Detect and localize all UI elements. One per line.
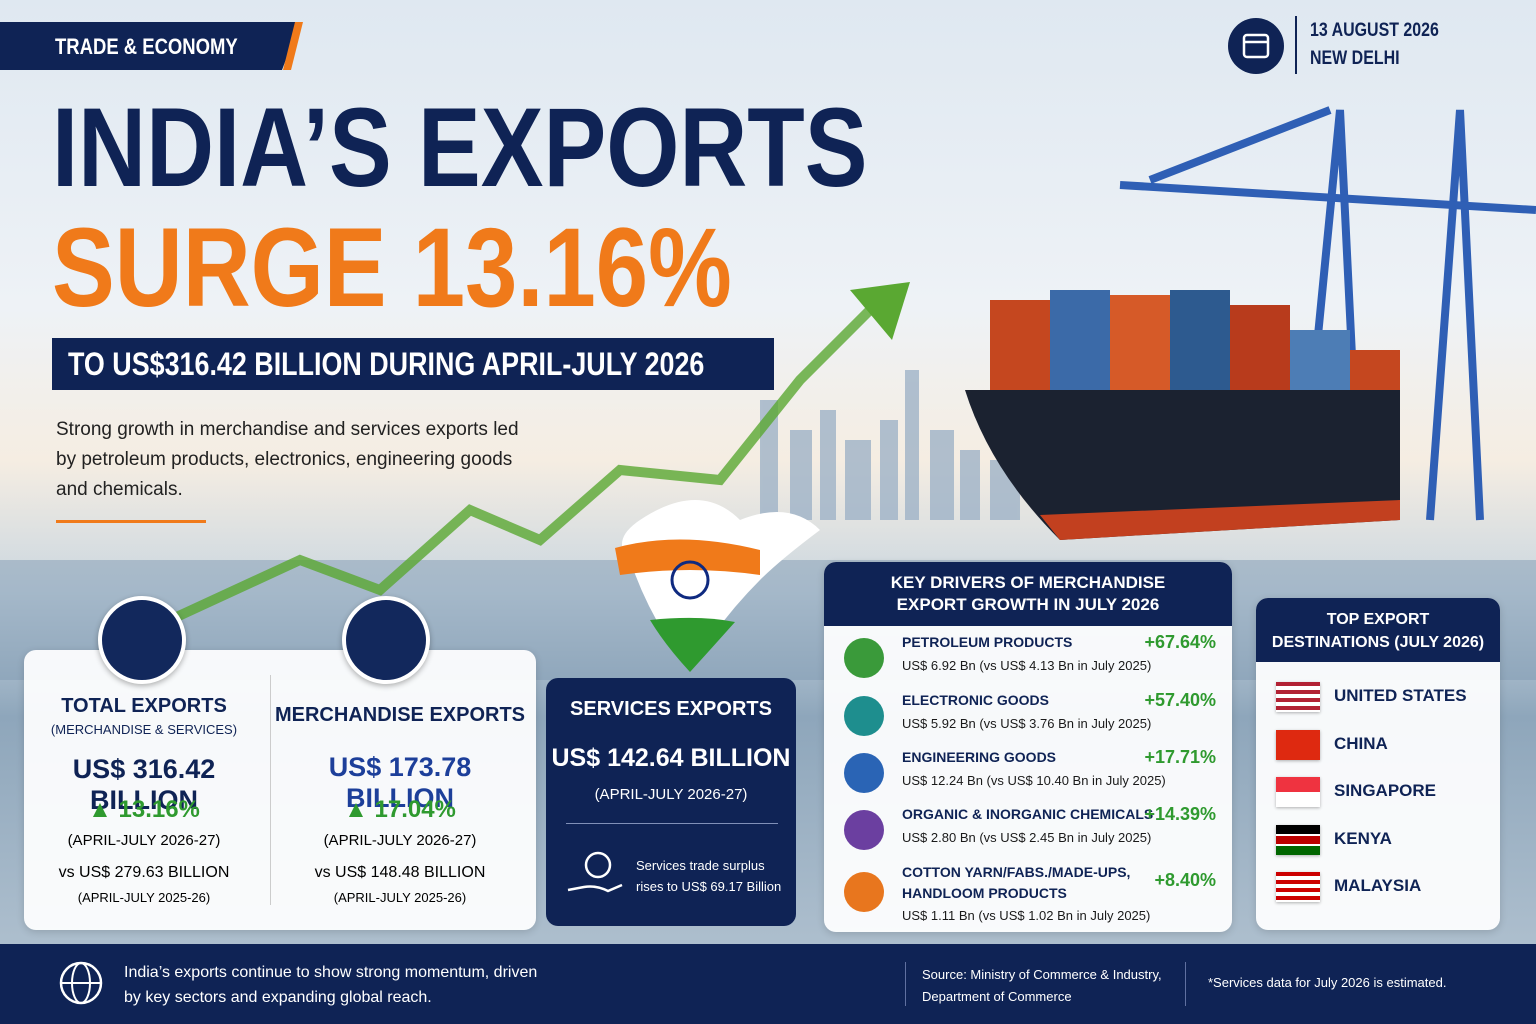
driver-change: +57.40% — [1144, 690, 1216, 710]
driver-row: ORGANIC & INORGANIC CHEMICALS +14.39% US$ … — [844, 804, 1216, 860]
footer-source: Source: Ministry of Commerce & Industry,… — [922, 967, 1162, 1004]
services-divider — [566, 823, 778, 824]
merch-previous: vs US$ 148.48 BILLION — [314, 864, 486, 881]
container-icon — [342, 596, 430, 684]
driver-row: COTTON YARN/FABS./MADE-UPS, HANDLOOM PRO… — [844, 862, 1216, 926]
driver-icon — [844, 872, 884, 912]
merch-period: (APRIL-JULY 2026-27) — [323, 832, 477, 849]
services-value: US$ 142.64 BILLION — [551, 744, 791, 772]
footer-divider — [905, 962, 906, 1006]
driver-name: ELECTRONIC GOODS — [902, 692, 1050, 708]
driver-row: PETROLEUM PRODUCTS +67.64% US$ 6.92 Bn (vs… — [844, 632, 1216, 688]
driver-icon — [844, 696, 884, 736]
total-growth: ▲ 13.16% — [88, 796, 200, 823]
flag — [1276, 682, 1320, 712]
footer — [0, 944, 1536, 1024]
flag — [1276, 730, 1320, 760]
driver-name: ORGANIC & INORGANIC CHEMICALS — [902, 806, 1154, 822]
exports-card — [24, 650, 536, 930]
tag-text: TRADE & ECONOMY — [55, 34, 273, 60]
driver-change: +8.40% — [1154, 870, 1216, 890]
divider — [1295, 16, 1297, 74]
footer-divider — [1185, 962, 1186, 1006]
driver-icon — [844, 638, 884, 678]
globe-icon — [59, 961, 103, 1005]
title-text-1: INDIA’S EXPORTS — [52, 85, 868, 210]
merch-previous-period: (APRIL-JULY 2025-26) — [333, 890, 467, 905]
accent-line — [56, 520, 206, 523]
subtitle: TO US$316.42 BILLION DURING APRIL-JULY 2… — [68, 346, 826, 383]
total-previous: vs US$ 279.63 BILLION — [58, 864, 230, 881]
flag — [1276, 872, 1320, 902]
subtitle-bar — [52, 338, 774, 390]
description: Strong growth in merchandise and service… — [56, 419, 519, 500]
title-line-2: SURGE 13.16% — [52, 212, 861, 324]
total-subtitle: (MERCHANDISE & SERVICES) — [50, 722, 238, 737]
services-note: Services trade surplus rises to US$ 69.1… — [636, 858, 782, 894]
total-period: (APRIL-JULY 2026-27) — [67, 832, 221, 849]
services-card — [546, 678, 796, 926]
driver-detail: US$ 2.80 Bn (vs US$ 2.45 Bn in July 2025… — [902, 830, 1152, 845]
driver-icon — [844, 810, 884, 850]
services-period: (APRIL-JULY 2026-27) — [594, 786, 748, 803]
total-title: TOTAL EXPORTS — [61, 695, 227, 717]
driver-detail: US$ 6.92 Bn (vs US$ 4.13 Bn in July 2025… — [902, 658, 1152, 673]
country: KENYA — [1334, 829, 1392, 848]
card-divider — [270, 675, 271, 905]
title-text-2: SURGE 13.16% — [52, 205, 732, 330]
merch-growth: ▲ 17.04% — [344, 796, 456, 823]
services-title: SERVICES EXPORTS — [570, 698, 772, 720]
flag — [1276, 825, 1320, 855]
date-text: 13 AUGUST 2026 — [1310, 20, 1439, 41]
driver-name: COTTON YARN/FABS./MADE-UPS, HANDLOOM PRO… — [902, 864, 1131, 901]
destinations-title: TOP EXPORT DESTINATIONS (JULY 2026) — [1271, 611, 1485, 651]
drivers-header — [824, 562, 1232, 626]
total-value: US$ 316.42 BILLION — [72, 754, 216, 815]
driver-icon — [844, 753, 884, 793]
ship-icon — [98, 596, 186, 684]
driver-detail: US$ 12.24 Bn (vs US$ 10.40 Bn in July 20… — [902, 773, 1166, 788]
driver-detail: US$ 1.11 Bn (vs US$ 1.02 Bn in July 2025… — [902, 908, 1151, 923]
driver-change: +17.71% — [1144, 747, 1216, 767]
date: 13 AUGUST 2026 — [1310, 20, 1463, 42]
merch-title: MERCHANDISE EXPORTS — [274, 704, 526, 726]
driver-name: PETROLEUM PRODUCTS — [902, 634, 1073, 650]
driver-name: ENGINEERING GOODS — [902, 749, 1057, 765]
section-tag — [0, 22, 300, 70]
country: SINGAPORE — [1334, 781, 1437, 800]
country: CHINA — [1334, 734, 1388, 753]
merch-value: US$ 173.78 BILLION — [328, 752, 472, 813]
calendar-icon — [1228, 18, 1284, 74]
place-text: NEW DELHI — [1310, 48, 1400, 69]
place: NEW DELHI — [1310, 48, 1417, 70]
driver-row: ENGINEERING GOODS +17.71% US$ 12.24 Bn (vs… — [844, 747, 1216, 803]
hand-gear-icon — [567, 851, 623, 893]
footer-note: *Services data for July 2026 is estimate… — [1208, 975, 1447, 990]
total-growth-value: 13.16% — [118, 796, 200, 823]
driver-row: ELECTRONIC GOODS +57.40% US$ 5.92 Bn (vs U… — [844, 690, 1216, 746]
driver-change: +67.64% — [1144, 632, 1216, 652]
merch-growth-value: 17.04% — [374, 796, 456, 823]
drivers-card: KEY DRIVERS OF MERCHANDISE EXPORT GROWTH… — [824, 562, 1232, 932]
calendar-glyph — [1242, 33, 1270, 59]
country: MALAYSIA — [1334, 876, 1422, 895]
driver-change: +14.39% — [1144, 804, 1216, 824]
tag-label: TRADE & ECONOMY — [55, 34, 238, 59]
total-previous-period: (APRIL-JULY 2025-26) — [77, 890, 211, 905]
footer-message: India’s exports continue to show strong … — [124, 964, 538, 1006]
destinations-header — [1256, 598, 1500, 662]
driver-detail: US$ 5.92 Bn (vs US$ 3.76 Bn in July 2025… — [902, 716, 1152, 731]
flag — [1276, 777, 1320, 807]
title-line-1: INDIA’S EXPORTS — [52, 92, 1023, 204]
destinations-card: TOP EXPORT DESTINATIONS (JULY 2026) UNIT… — [1256, 598, 1500, 930]
drivers-title: KEY DRIVERS OF MERCHANDISE EXPORT GROWTH… — [890, 573, 1166, 614]
subtitle-text: TO US$316.42 BILLION DURING APRIL-JULY 2… — [68, 346, 705, 382]
country: UNITED STATES — [1334, 686, 1467, 705]
